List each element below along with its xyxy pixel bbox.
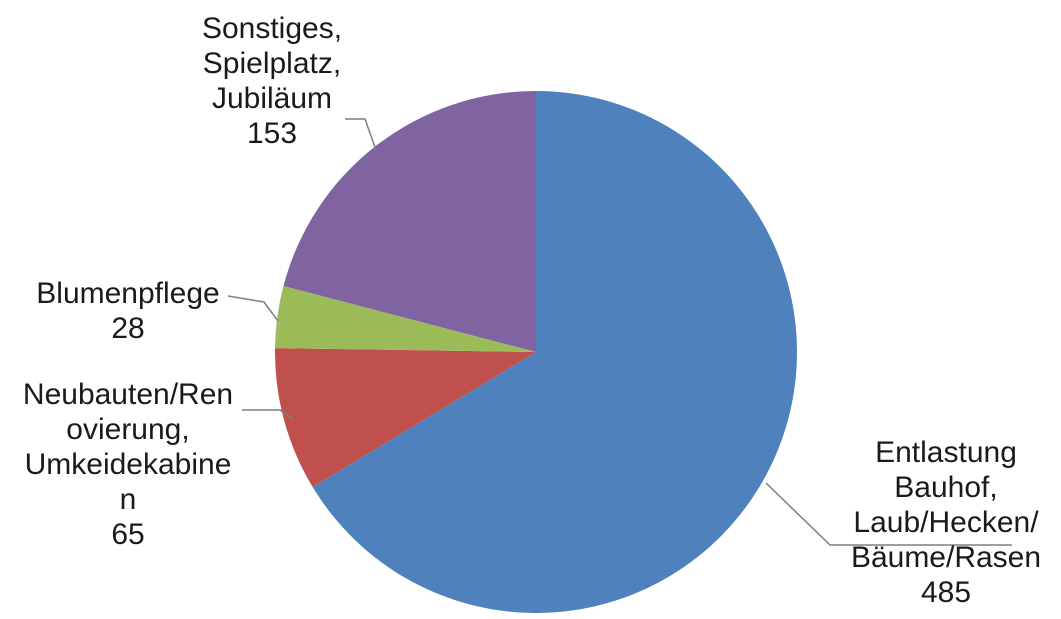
- slice-category-label: Jubiläum: [212, 82, 332, 115]
- slice-label-2: Neubauten/Ren ovierung, Umkeidekabine n 65: [23, 378, 233, 551]
- slice-label-3: Blumenpflege 28: [36, 277, 219, 345]
- leader-line-4: [345, 118, 377, 151]
- slice-category-label: Entlastung: [875, 436, 1017, 469]
- slice-value-label: 485: [921, 576, 971, 609]
- pie-slice-3: [275, 285, 536, 352]
- slice-label-4: Sonstiges, Spielplatz, Jubiläum 153: [202, 12, 342, 150]
- slice-label-1: Entlastung Bauhof, Laub/Hecken/Bäume/Rasen…: [851, 436, 1041, 609]
- leader-lines: [227, 118, 1012, 546]
- slice-value-label: 65: [111, 518, 144, 551]
- slice-labels: Entlastung Bauhof, Laub/Hecken/Bäume/Rasen…: [23, 12, 1041, 609]
- slice-category-label: Laub/Hecken/: [853, 506, 1039, 539]
- slice-category-label: Bauhof,: [894, 471, 997, 504]
- slice-category-label: Bäume/Rasen: [851, 541, 1041, 574]
- pie-slices: [275, 91, 797, 614]
- slice-category-label: n: [120, 483, 137, 516]
- slice-category-label: Sonstiges,: [202, 12, 342, 45]
- pie-slice-2: [275, 348, 536, 488]
- pie-slice-4: [283, 91, 536, 352]
- leader-line-2: [242, 409, 294, 420]
- leader-line-3: [227, 295, 279, 322]
- leader-line-1: [765, 482, 1012, 546]
- pie-slice-1: [312, 91, 797, 614]
- slice-category-label: ovierung,: [66, 413, 189, 446]
- slice-value-label: 28: [111, 312, 144, 345]
- slice-category-label: Blumenpflege: [36, 277, 219, 310]
- slice-category-label: Neubauten/Ren: [23, 378, 233, 411]
- slice-value-label: 153: [247, 117, 297, 150]
- slice-category-label: Spielplatz,: [203, 47, 341, 80]
- slice-category-label: Umkeidekabine: [25, 448, 232, 481]
